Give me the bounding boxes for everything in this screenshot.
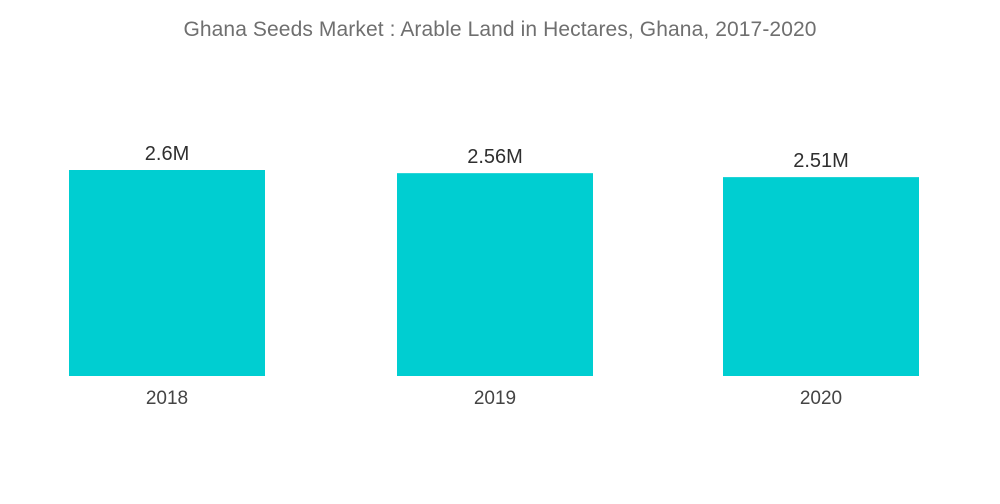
bar-2019 (397, 173, 593, 376)
data-label-2018: 2.6M (145, 143, 189, 165)
x-tick-2020: 2020 (800, 388, 842, 409)
data-label-2019: 2.56M (467, 146, 523, 168)
data-label-2020: 2.51M (793, 150, 849, 172)
x-tick-2019: 2019 (474, 388, 516, 409)
bar-2020 (723, 177, 919, 376)
bar-2018 (69, 170, 265, 376)
x-tick-2018: 2018 (146, 388, 188, 409)
chart-title: Ghana Seeds Market : Arable Land in Hect… (183, 18, 817, 41)
